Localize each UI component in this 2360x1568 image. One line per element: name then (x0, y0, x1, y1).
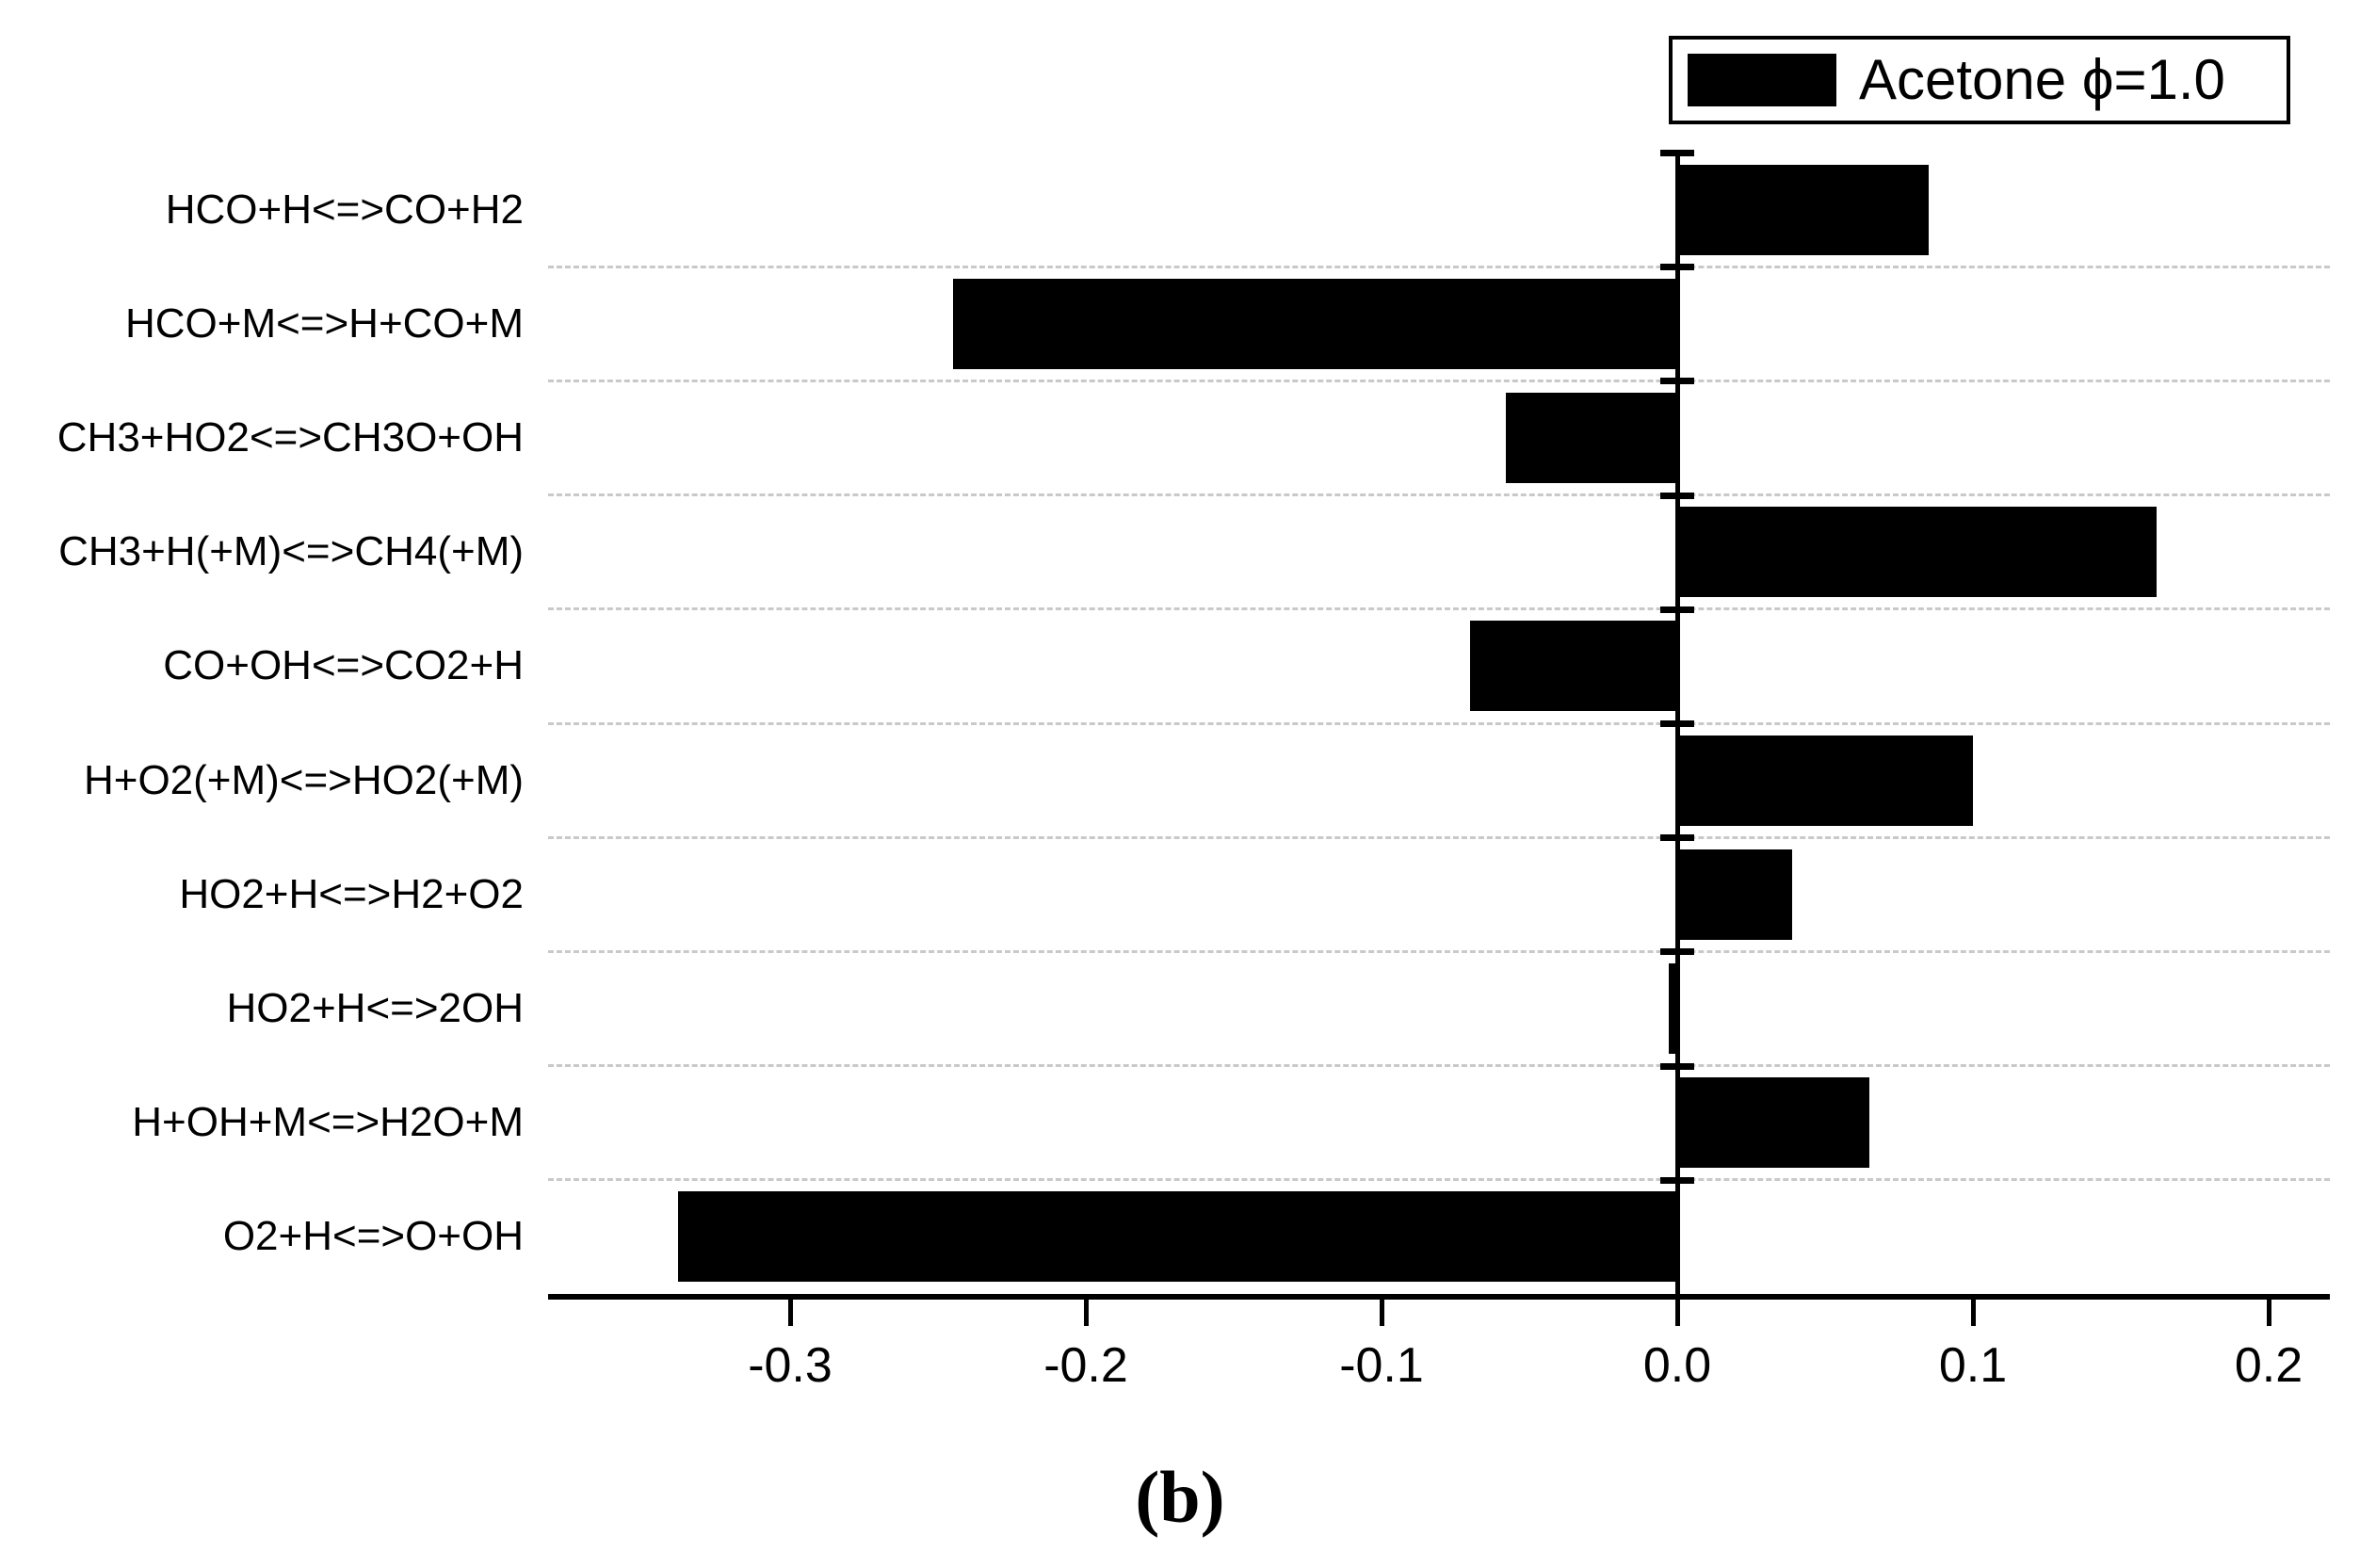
zero-axis-tick (1660, 150, 1694, 156)
category-label: CH3+H(+M)<=>CH4(+M) (58, 528, 524, 575)
bar-H+O2(+M)<=>HO2(+M) (1677, 735, 1973, 826)
zero-axis-tick (1660, 1176, 1694, 1184)
x-axis-tick (1379, 1300, 1384, 1326)
x-axis-line (548, 1294, 2330, 1300)
category-label: H+O2(+M)<=>HO2(+M) (83, 756, 524, 803)
category-gridline (548, 835, 2330, 839)
zero-axis-tick (1660, 264, 1694, 271)
bar-CH3+H(+M)<=>CH4(+M) (1677, 507, 2157, 598)
x-tick-label: 0.1 (1938, 1338, 2008, 1393)
zero-axis-tick (1660, 834, 1694, 842)
x-axis-tick (787, 1300, 793, 1326)
zero-axis-tick (1660, 1062, 1694, 1070)
category-gridline (548, 1064, 2330, 1068)
bar-HCO+H<=>CO+H2 (1677, 164, 1929, 255)
bar-HO2+H<=>H2+O2 (1677, 849, 1793, 940)
legend-swatch (1688, 54, 1836, 106)
x-axis-tick (1083, 1300, 1089, 1326)
figure-caption: (b) (1135, 1456, 1225, 1538)
x-axis-tick (2266, 1300, 2271, 1326)
category-label: O2+H<=>O+OH (222, 1213, 524, 1260)
category-label: HO2+H<=>2OH (226, 985, 525, 1031)
category-gridline (548, 721, 2330, 725)
category-label: HO2+H<=>H2+O2 (179, 870, 524, 917)
bar-HCO+M<=>H+CO+M (952, 278, 1677, 369)
category-gridline (548, 949, 2330, 953)
category-gridline (548, 1178, 2330, 1182)
category-gridline (548, 379, 2330, 382)
zero-axis-tick (1660, 492, 1694, 499)
zero-axis-tick (1660, 948, 1694, 956)
x-axis-tick (1674, 1300, 1680, 1326)
bar-HO2+H<=>2OH (1668, 963, 1677, 1054)
x-axis-tick (1970, 1300, 1976, 1326)
legend: Acetone ϕ=1.0 (1669, 36, 2290, 124)
bar-CO+OH<=>CO2+H (1470, 621, 1677, 712)
bar-CH3+HO2<=>CH3O+OH (1505, 393, 1677, 483)
x-tick-label: -0.3 (748, 1338, 832, 1393)
category-label: CH3+HO2<=>CH3O+OH (57, 414, 524, 461)
category-gridline (548, 265, 2330, 268)
x-tick-label: -0.1 (1339, 1338, 1424, 1393)
zero-axis-tick (1660, 720, 1694, 727)
zero-axis-tick (1660, 378, 1694, 385)
zero-axis-tick (1660, 606, 1694, 613)
legend-label: Acetone ϕ=1.0 (1859, 48, 2225, 111)
x-tick-label: 0.2 (2234, 1338, 2303, 1393)
category-label: HCO+H<=>CO+H2 (165, 186, 524, 233)
category-label: HCO+M<=>H+CO+M (124, 299, 524, 347)
x-tick-label: -0.2 (1043, 1338, 1128, 1393)
category-label: H+OH+M<=>H2O+M (132, 1099, 524, 1146)
bar-H+OH+M<=>H2O+M (1677, 1077, 1870, 1169)
category-gridline (548, 493, 2330, 497)
x-tick-label: 0.0 (1642, 1338, 1712, 1393)
category-label: CO+OH<=>CO2+H (163, 642, 524, 689)
category-gridline (548, 607, 2330, 611)
bar-O2+H<=>O+OH (677, 1191, 1677, 1283)
